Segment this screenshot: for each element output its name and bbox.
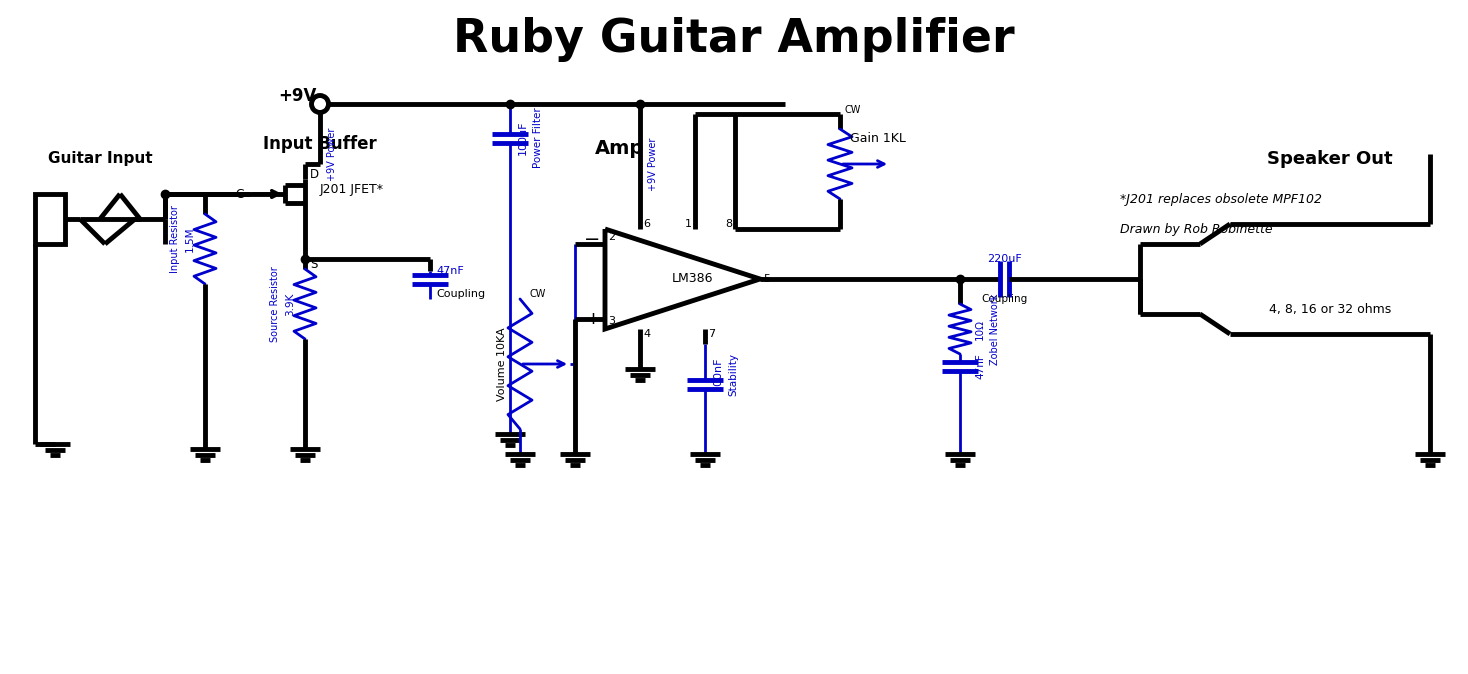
Text: 47nF: 47nF [975,353,985,379]
Text: −: − [584,230,600,249]
Text: Volume 10KA: Volume 10KA [498,327,506,401]
Bar [35,194,65,244]
Text: Input Resistor: Input Resistor [170,205,181,273]
Text: 3: 3 [608,316,615,326]
Text: Stability: Stability [728,353,738,396]
Text: +9V: +9V [277,87,316,105]
Text: 47nF: 47nF [436,266,464,276]
Text: 1.5M: 1.5M [185,226,195,252]
Text: 220uF: 220uF [988,254,1022,264]
Text: Input Buffer: Input Buffer [263,135,377,153]
Text: 10Ω: 10Ω [975,319,985,340]
Text: S: S [310,257,317,270]
Text: Coupling: Coupling [436,289,484,299]
Text: G: G [236,187,245,200]
Text: Speaker Out: Speaker Out [1267,150,1393,168]
Text: +9V Power: +9V Power [647,137,658,191]
Text: 100uF: 100uF [518,121,528,155]
Text: Guitar Input: Guitar Input [47,152,153,166]
Text: D: D [310,168,319,181]
Text: 6: 6 [643,219,650,229]
Text: J201 JFET*: J201 JFET* [320,183,385,195]
Text: Amp: Amp [596,140,644,158]
Text: +: + [586,310,600,328]
Text: Power Filter: Power Filter [533,108,543,168]
Text: Drawn by Rob Robinette: Drawn by Rob Robinette [1120,222,1273,235]
Text: Zobel Network: Zobel Network [989,293,1000,365]
Text: 4: 4 [643,329,650,339]
Text: 100nF: 100nF [713,357,724,391]
Text: 5: 5 [763,274,771,284]
Text: 4, 8, 16 or 32 ohms: 4, 8, 16 or 32 ohms [1268,303,1392,315]
Text: 3.9K: 3.9K [285,293,295,315]
Text: Source Resistor: Source Resistor [270,266,280,342]
Text: *J201 replaces obsolete MPF102: *J201 replaces obsolete MPF102 [1120,193,1323,206]
Text: 2: 2 [608,232,615,242]
Text: Coupling: Coupling [982,294,1028,304]
Text: Gain 1KL: Gain 1KL [850,133,906,146]
Text: 8: 8 [725,219,733,229]
Text: LM386: LM386 [672,272,713,286]
Text: +9V Power: +9V Power [327,127,338,181]
Text: Ruby Guitar Amplifier: Ruby Guitar Amplifier [454,16,1014,61]
Text: CW: CW [530,289,546,299]
Text: CW: CW [846,105,862,115]
Text: 1: 1 [686,219,691,229]
Text: 7: 7 [708,329,715,339]
